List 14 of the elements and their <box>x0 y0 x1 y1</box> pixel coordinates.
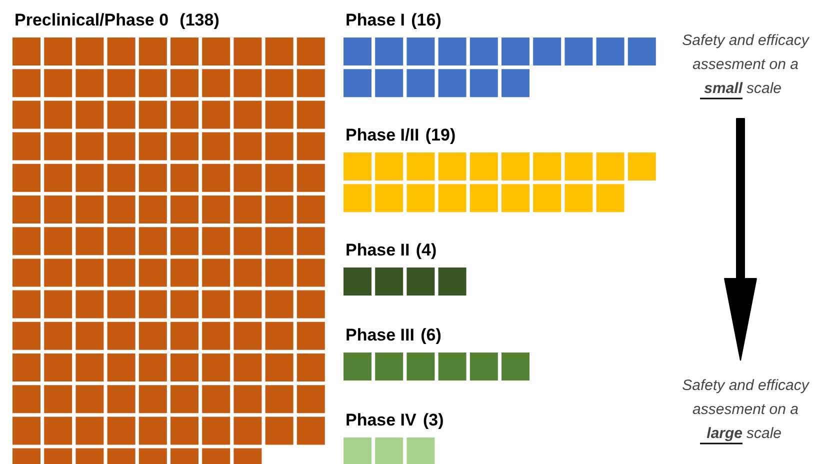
category-label: Phase I/II <box>346 126 420 144</box>
data-label: (16) <box>411 10 442 30</box>
category-label: Phase I <box>346 10 406 30</box>
category-label: Preclinical/Phase 0 <box>14 10 169 30</box>
data-label: (4) <box>416 240 437 260</box>
category-label: Phase II <box>346 240 410 260</box>
text: Safety and efficacy assesment on a large scale <box>682 377 810 442</box>
text: Safety and efficacy assesment on a small scale <box>682 32 810 97</box>
data-label: (3) <box>423 410 444 430</box>
data-label: (19) <box>425 126 456 144</box>
data-label: (6) <box>420 326 442 344</box>
category-label: Phase IV <box>346 410 418 430</box>
data-label: (138) <box>180 10 220 30</box>
category-label: Phase III <box>346 326 414 344</box>
